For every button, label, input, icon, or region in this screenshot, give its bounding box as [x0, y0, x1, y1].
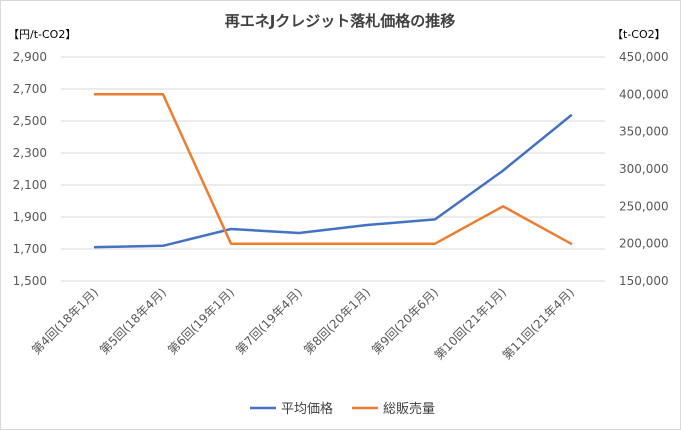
- left-tick-label: 2,300: [13, 146, 47, 160]
- x-tick-label: 第7回(19年4月): [233, 285, 305, 357]
- x-tick-label: 第4回(18年1月): [29, 285, 101, 357]
- left-axis-unit: 【円/t-CO2】: [8, 28, 76, 41]
- legend: 平均価格 総販売量: [250, 401, 435, 417]
- series-line-1: [93, 114, 573, 249]
- right-tick-label: 200,000: [619, 237, 669, 251]
- left-tick-label: 1,500: [13, 274, 47, 288]
- x-axis-ticks: 第4回(18年1月)第5回(18年4月)第6回(19年1月)第7回(19年4月)…: [29, 285, 577, 362]
- right-tick-label: 300,000: [619, 162, 669, 176]
- right-axis-unit: 【t-CO2】: [612, 28, 666, 41]
- left-tick-label: 2,900: [13, 50, 47, 64]
- right-tick-label: 450,000: [619, 50, 669, 64]
- right-tick-label: 150,000: [619, 274, 669, 288]
- left-tick-label: 1,700: [13, 242, 47, 256]
- x-tick-label: 第9回(20年6月): [369, 285, 441, 357]
- left-tick-label: 2,100: [13, 178, 47, 192]
- gridlines: [61, 56, 605, 282]
- x-tick-label: 第11回(21年4月): [500, 285, 577, 362]
- right-tick-label: 400,000: [619, 87, 669, 101]
- chart-title: 再エネJクレジット落札価格の推移: [225, 12, 456, 30]
- series-lines: [93, 93, 573, 249]
- x-tick-label: 第6回(19年1月): [165, 285, 237, 357]
- left-tick-label: 1,900: [13, 210, 47, 224]
- left-tick-label: 2,700: [13, 82, 47, 96]
- x-tick-label: 第10回(21年1月): [432, 285, 509, 362]
- left-tick-label: 2,500: [13, 114, 47, 128]
- x-tick-label: 第5回(18年4月): [97, 285, 169, 357]
- right-tick-label: 250,000: [619, 199, 669, 213]
- legend-label-2: 総販売量: [383, 401, 435, 417]
- right-tick-label: 350,000: [619, 125, 669, 139]
- series-line-2: [93, 93, 573, 245]
- left-axis-ticks: 1,500 1,700 1,900 2,100 2,300 2,500 2,700 2,900: [13, 50, 47, 288]
- right-axis-ticks: 150,000 200,000 250,000 300,000 350,000 400,0…: [619, 50, 669, 288]
- legend-label-1: 平均価格: [281, 401, 333, 417]
- x-tick-label: 第8回(20年1月): [301, 285, 373, 357]
